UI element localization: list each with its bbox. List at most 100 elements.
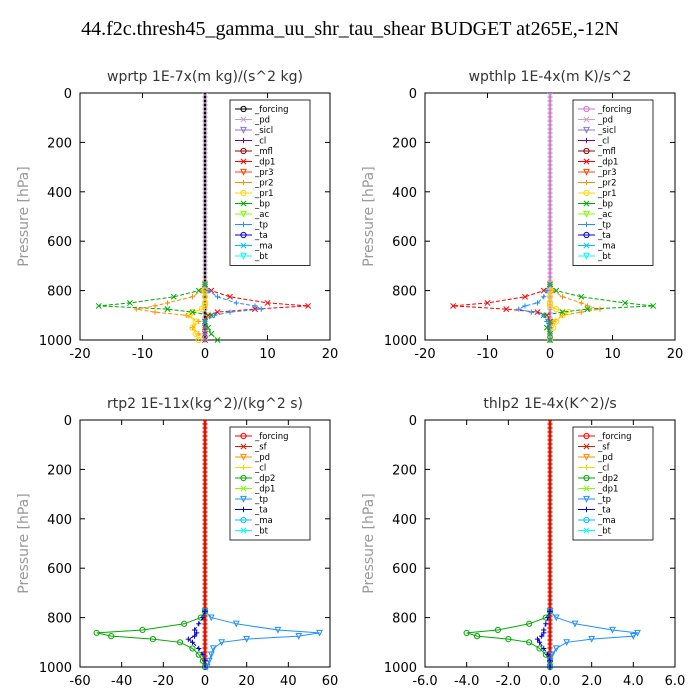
zero-line-marker [547, 515, 553, 521]
zero-line-marker [202, 272, 208, 278]
zero-line-marker [202, 451, 208, 457]
series-point-pr1 [553, 306, 560, 313]
zero-line-marker [202, 439, 208, 445]
zero-line-marker [547, 200, 553, 206]
series-point-tp [209, 645, 217, 653]
zero-line-marker [547, 543, 553, 549]
zero-line-marker [547, 531, 553, 537]
series-point-dp1 [208, 287, 215, 294]
legend-marker [240, 116, 247, 123]
legend-entry: _pr3 [597, 168, 617, 178]
series-point-tp [316, 629, 323, 637]
zero-line-marker [547, 156, 553, 162]
series-point-tp [218, 639, 226, 647]
series-point-pr1 [186, 312, 193, 319]
legend-entry: _bt [254, 252, 269, 262]
series-point-tp [563, 639, 571, 647]
zero-line-marker [547, 92, 553, 98]
x-tick-label: 20 [322, 347, 339, 362]
zero-line-marker [202, 116, 208, 122]
zero-line-marker [202, 168, 208, 174]
series-point-bp [127, 299, 133, 306]
zero-line-marker [202, 200, 208, 206]
zero-line-marker [202, 583, 208, 589]
series-point-pr2 [189, 294, 196, 300]
chart-panel-3: thlp2 1E-4x(K^2)/s Pressure [hPa] -6.0 -4.0… [361, 396, 685, 689]
zero-line-marker [202, 619, 208, 625]
zero-line-marker [547, 575, 553, 581]
zero-line-marker [202, 100, 208, 106]
zero-line-marker [547, 467, 553, 473]
series-point-ta [534, 636, 541, 642]
zero-line-marker [547, 176, 553, 182]
legend-marker [240, 464, 247, 471]
zero-line-marker [202, 184, 208, 190]
series-point-pr2 [584, 303, 591, 309]
zero-line-marker [547, 152, 553, 158]
zero-line-marker [547, 264, 553, 270]
legend-marker [583, 179, 590, 186]
zero-line-marker [202, 475, 208, 481]
x-tick-label: 20 [667, 347, 684, 362]
series-point-pr1 [201, 302, 209, 310]
zero-line-marker [547, 172, 553, 178]
series-point-pr2 [196, 318, 202, 325]
zero-line-marker [202, 587, 208, 593]
zero-line-marker [547, 276, 553, 282]
y-tick-label: 400 [47, 186, 72, 201]
zero-line-marker [202, 635, 208, 641]
series-point-tp [634, 629, 641, 637]
zero-line-marker [547, 160, 553, 166]
zero-line-marker [547, 124, 553, 130]
zero-line-marker [547, 443, 553, 449]
legend-marker [583, 147, 590, 155]
zero-line-marker [547, 447, 553, 453]
zero-line-marker [202, 595, 208, 601]
series-point-tp [214, 294, 221, 300]
series-point-ta [536, 639, 543, 645]
y-tick-label: 800 [392, 285, 417, 300]
series-point-bp [170, 293, 177, 300]
zero-line-marker [202, 196, 208, 202]
series-point-tp [232, 620, 240, 628]
zero-line-marker [547, 535, 553, 541]
y-axis-label: Pressure [hPa] [361, 493, 377, 593]
legend-entry: _cl [597, 464, 609, 474]
series-line-tp [517, 284, 551, 340]
zero-line-marker [547, 559, 553, 565]
series-point-dp1 [214, 309, 221, 316]
zero-line-marker [202, 156, 208, 162]
zero-line-marker [202, 188, 208, 194]
zero-line-marker [547, 244, 553, 250]
x-tick-label: 40 [280, 674, 297, 689]
zero-line-marker [202, 531, 208, 537]
zero-line-marker [547, 639, 553, 645]
zero-line-marker [547, 184, 553, 190]
zero-line-marker [202, 523, 208, 529]
series-point-tp [202, 325, 208, 331]
x-tick-label: 60 [322, 674, 339, 689]
legend-entry: _ta [254, 506, 268, 516]
legend-entry: _mfl [597, 147, 616, 157]
zero-line-marker [547, 120, 553, 126]
legend-entry: _dp1 [597, 158, 618, 168]
series-point-bp [189, 309, 196, 316]
zero-line-marker [547, 583, 553, 589]
x-tick-label: 0 [546, 347, 554, 362]
legend-entry: _ma [254, 242, 273, 252]
page-title: 44.f2c.thresh45_gamma_uu_shr_tau_shear B… [81, 18, 619, 40]
legend-marker [583, 200, 590, 207]
y-tick-label: 1000 [39, 661, 72, 676]
series-point-pr1 [198, 306, 205, 313]
zero-line-marker [547, 144, 553, 150]
y-tick-label: 200 [47, 136, 72, 151]
x-tick-label: -20 [414, 347, 435, 362]
legend-marker [240, 221, 247, 228]
series-point-dp2 [139, 626, 146, 634]
legend-entry: _sicl [254, 126, 273, 136]
series-point-pr1 [201, 299, 209, 307]
series-point-bp [622, 299, 628, 306]
zero-line-marker [202, 212, 208, 218]
zero-line-marker [547, 507, 553, 513]
y-tick-label: 200 [392, 136, 417, 151]
